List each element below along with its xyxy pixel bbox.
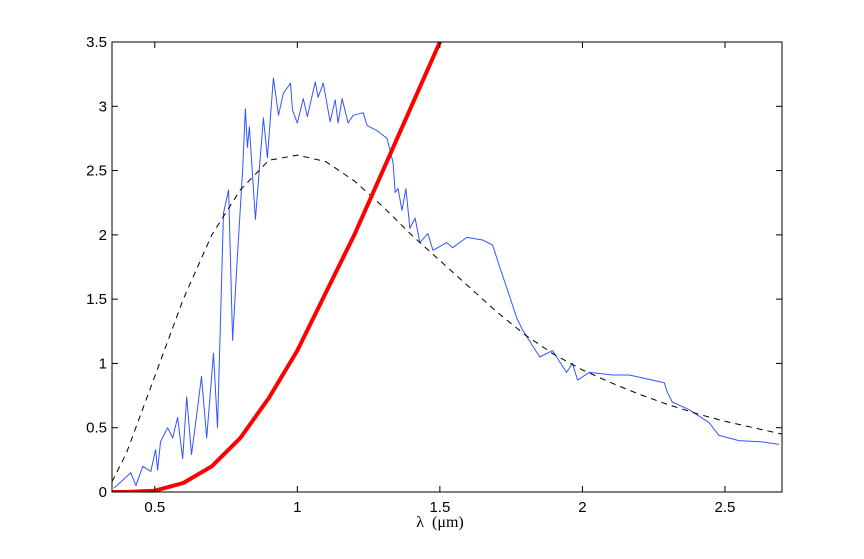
axes-box xyxy=(111,41,783,493)
series-line-solid-thick xyxy=(112,42,443,492)
x-tick-label: 2.5 xyxy=(715,499,736,516)
x-tick-label: 1.5 xyxy=(429,499,450,516)
x-tick-label: 2 xyxy=(578,499,586,516)
y-tick-label: 3 xyxy=(99,98,107,115)
series-line-dashed xyxy=(112,154,782,482)
x-axis-label: λ (μm) xyxy=(416,514,463,531)
y-tick-label: 2 xyxy=(99,227,107,244)
y-tick-label: 0.5 xyxy=(86,420,107,437)
plot-area xyxy=(112,42,782,492)
x-tick-label: 0.5 xyxy=(144,499,165,516)
y-tick-label: 3.5 xyxy=(86,34,107,51)
x-tick-label: 1 xyxy=(293,499,301,516)
y-tick-label: 2.5 xyxy=(86,163,107,180)
y-tick-label: 1.5 xyxy=(86,291,107,308)
series-line-solid-thin xyxy=(113,77,780,489)
y-tick-label: 0 xyxy=(99,484,107,501)
y-tick-label: 1 xyxy=(99,355,107,372)
